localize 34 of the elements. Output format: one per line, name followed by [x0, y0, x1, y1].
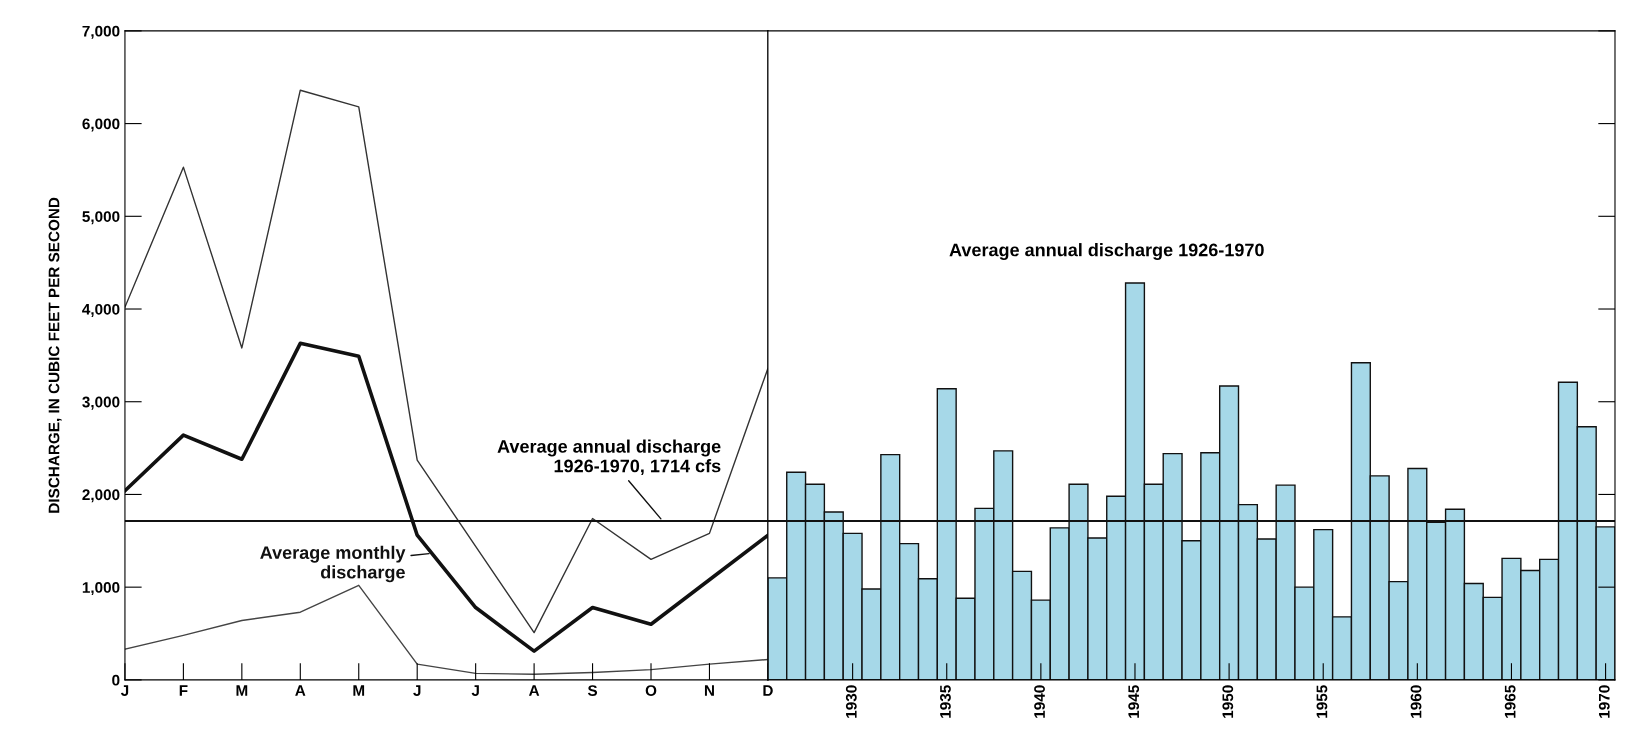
x-tick-label: 1960: [1410, 685, 1422, 718]
x-tick-label: F: [179, 685, 188, 696]
ref-line-label: Average annual discharge 1926-1970, 1714 cfs: [497, 439, 721, 475]
x-tick-label: A: [295, 685, 306, 696]
x-tick-label: 1970: [1598, 685, 1610, 718]
y-tick-label: 3,000: [82, 396, 120, 410]
y-tick-label: 0: [112, 674, 120, 686]
x-tick-label: J: [120, 685, 129, 696]
x-tick-label: 1930: [845, 685, 857, 718]
x-tick-label: J: [471, 685, 479, 696]
x-tick-label: 1965: [1504, 685, 1516, 718]
x-tick-label: M: [353, 685, 365, 696]
x-tick-label: A: [528, 685, 540, 696]
y-axis-title: DISCHARGE, IN CUBIC FEET PER SECOND: [48, 197, 62, 513]
legend-label: Average monthly discharge: [260, 545, 406, 583]
y-tick-label: 1,000: [82, 582, 120, 596]
x-tick-label: 1945: [1128, 685, 1140, 718]
x-tick-label: M: [236, 685, 248, 696]
x-tick-label: S: [587, 685, 598, 696]
x-tick-label: J: [413, 685, 421, 696]
x-tick-label: N: [704, 685, 714, 696]
annotation: Average annual discharge 1926-1970: [949, 243, 1264, 260]
y-tick-label: 5,000: [82, 211, 120, 225]
x-tick-label: O: [645, 685, 657, 696]
x-tick-label: 1950: [1222, 685, 1234, 718]
x-tick-label: 1935: [940, 685, 951, 718]
x-tick-label: 1955: [1316, 685, 1328, 718]
x-tick-label: D: [763, 685, 773, 696]
x-tick-label: 1940: [1034, 685, 1045, 718]
y-tick-label: 2,000: [82, 489, 120, 503]
y-tick-label: 6,000: [82, 118, 120, 132]
line-series: [124, 584, 768, 676]
y-tick-label: 7,000: [82, 25, 120, 39]
y-tick-label: 4,000: [82, 303, 120, 317]
